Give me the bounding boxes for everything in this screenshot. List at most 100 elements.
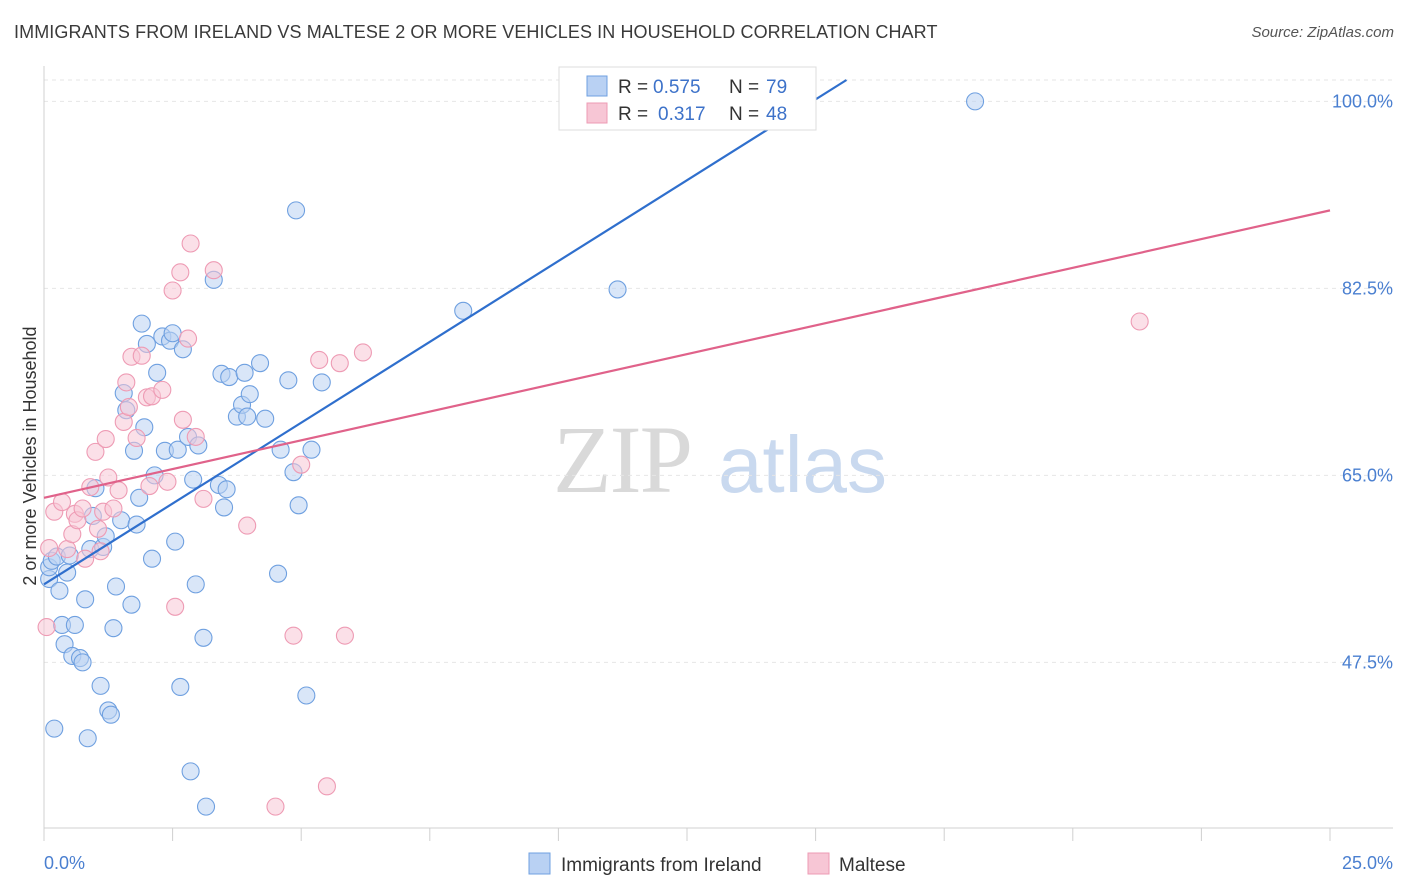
legend-r-value-ireland: 0.575	[653, 77, 701, 98]
maltese-point	[194, 489, 213, 508]
maltese-point	[119, 397, 138, 417]
legend-r-label-ireland: R =	[618, 77, 648, 98]
series-maltese-points	[37, 234, 1149, 816]
chart-title: IMMIGRANTS FROM IRELAND VS MALTESE 2 OR …	[14, 22, 938, 42]
ireland-point	[50, 581, 69, 600]
maltese-point	[166, 597, 185, 616]
legend-swatch-maltese	[586, 102, 608, 124]
maltese-point	[330, 354, 349, 373]
maltese-point	[186, 427, 205, 446]
y-axis-label: 2 or more Vehicles in Household	[20, 326, 40, 585]
ireland-point	[130, 488, 149, 507]
bottom-legend-label-ireland: Immigrants from Ireland	[561, 855, 762, 876]
y-tick-labels: 47.5% 65.0% 82.5% 100.0%	[1332, 91, 1393, 672]
ireland-point	[106, 577, 126, 596]
ireland-point	[312, 373, 331, 392]
ireland-point	[269, 564, 288, 583]
ireland-point	[184, 470, 203, 489]
maltese-point	[37, 618, 56, 637]
maltese-point	[109, 481, 128, 500]
ireland-point	[132, 314, 151, 333]
maltese-trendline	[43, 209, 1331, 499]
legend-swatch-ireland	[586, 75, 608, 97]
ireland-point	[65, 615, 84, 635]
legend-n-value-ireland: 79	[766, 77, 787, 98]
bottom-legend-swatch-maltese	[807, 852, 830, 875]
bottom-legend: Immigrants from Ireland Maltese	[528, 852, 906, 876]
maltese-point	[292, 455, 311, 474]
series-ireland-points	[40, 92, 985, 816]
watermark: ZIP atlas	[553, 406, 887, 513]
ireland-trendline	[43, 79, 848, 586]
maltese-point	[204, 261, 223, 280]
maltese-point	[353, 343, 372, 362]
legend-r-value-maltese: 0.317	[658, 104, 706, 125]
y-tick-label: 65.0%	[1342, 465, 1393, 485]
ireland-point	[302, 440, 321, 459]
maltese-point	[266, 797, 285, 816]
x-tick-label-max: 25.0%	[1342, 853, 1393, 873]
maltese-point	[127, 428, 146, 448]
maltese-point	[238, 516, 257, 535]
ireland-point	[78, 729, 97, 748]
maltese-point	[158, 472, 177, 491]
bottom-legend-label-maltese: Maltese	[839, 855, 906, 876]
ireland-point	[240, 385, 259, 404]
ireland-point	[186, 575, 205, 594]
ireland-point	[163, 324, 182, 343]
legend-n-label-maltese: N =	[729, 104, 759, 125]
ireland-point	[220, 368, 239, 387]
legend-r-label-maltese: R =	[618, 104, 648, 125]
maltese-point	[171, 263, 190, 282]
ireland-point	[122, 595, 141, 614]
maltese-point	[284, 626, 303, 645]
maltese-point	[73, 499, 92, 518]
maltese-point	[86, 442, 105, 461]
ireland-point	[238, 407, 257, 426]
ireland-point	[966, 92, 985, 111]
maltese-point	[104, 499, 123, 518]
ireland-point	[171, 677, 190, 696]
y-tick-label: 47.5%	[1342, 652, 1393, 672]
maltese-point	[335, 626, 354, 645]
maltese-point	[317, 777, 336, 796]
y-tick-label: 82.5%	[1342, 278, 1393, 298]
ireland-point	[297, 686, 316, 705]
maltese-point	[88, 519, 108, 538]
ireland-point	[142, 549, 162, 568]
ireland-point	[256, 409, 275, 428]
maltese-point	[310, 350, 329, 370]
ireland-point	[181, 762, 200, 781]
maltese-point	[117, 373, 136, 392]
axes	[43, 66, 1393, 841]
maltese-point	[153, 380, 172, 399]
ireland-point	[217, 480, 236, 499]
y-tick-label: 100.0%	[1332, 91, 1393, 111]
bottom-legend-swatch-ireland	[528, 852, 551, 875]
maltese-point	[163, 281, 182, 300]
ireland-point	[279, 371, 298, 390]
ireland-point	[101, 705, 120, 724]
maltese-point	[132, 346, 151, 365]
ireland-point	[168, 440, 187, 459]
maltese-point	[40, 538, 59, 558]
ireland-point	[73, 653, 92, 672]
ireland-point	[235, 363, 254, 382]
ireland-point	[45, 719, 64, 738]
x-tick-label-min: 0.0%	[44, 853, 85, 873]
legend: R = 0.575 N = 79 R = 0.317 N = 48	[558, 66, 817, 131]
ireland-point	[148, 363, 167, 382]
ireland-point	[214, 498, 234, 517]
watermark-zip: ZIP	[553, 406, 691, 513]
maltese-point	[178, 329, 198, 348]
ireland-point	[250, 354, 270, 373]
chart-source: Source: ZipAtlas.com	[1251, 24, 1394, 41]
maltese-point	[181, 234, 200, 253]
ireland-point	[454, 301, 473, 320]
ireland-point	[289, 496, 308, 515]
ireland-point	[196, 797, 216, 816]
ireland-point	[91, 676, 110, 695]
ireland-point	[76, 590, 95, 609]
ireland-point	[104, 619, 123, 638]
